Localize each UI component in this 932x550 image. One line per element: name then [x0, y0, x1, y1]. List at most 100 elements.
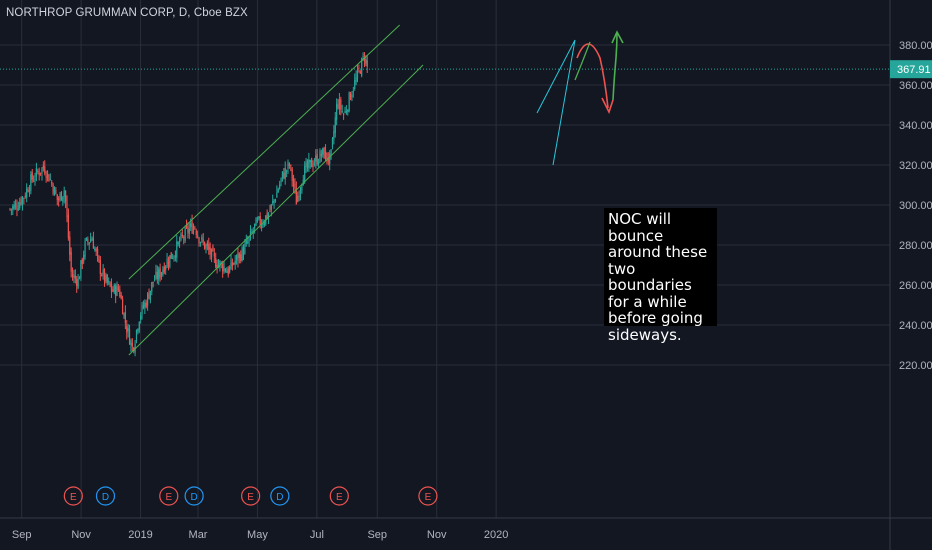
candle-body — [119, 289, 121, 297]
candle-body — [247, 241, 249, 243]
candle-body — [27, 190, 29, 192]
candle-body — [178, 240, 181, 243]
candle-body — [166, 258, 168, 268]
candle-body — [222, 263, 224, 272]
green-wedge-stroke — [574, 41, 591, 81]
candle-body — [96, 248, 99, 256]
candle-body — [212, 246, 214, 252]
candle-body — [66, 201, 68, 218]
candle-body — [317, 162, 320, 164]
candle-body — [83, 254, 85, 262]
x-tick-label: Nov — [427, 529, 447, 541]
candle-body — [323, 147, 325, 159]
candle-body — [128, 329, 131, 345]
candle-body — [158, 269, 160, 280]
candle-body — [80, 260, 82, 279]
candle-body — [219, 260, 221, 266]
candle-body — [156, 271, 158, 279]
candle-body — [287, 162, 289, 169]
candle-body — [259, 216, 261, 226]
candle-body — [192, 225, 195, 234]
candle-body — [90, 239, 92, 243]
candle-body — [59, 193, 61, 200]
candle-body — [344, 110, 346, 113]
candle-body — [12, 206, 14, 210]
candle-body — [91, 239, 93, 241]
candle-body — [208, 244, 210, 250]
candle-body — [65, 190, 67, 202]
candle-body — [141, 304, 143, 315]
candle-body — [56, 194, 58, 200]
candle-body — [309, 159, 311, 163]
candle-body — [359, 71, 361, 74]
candle-body — [147, 293, 149, 306]
candle-body — [77, 278, 79, 289]
candle-body — [60, 191, 63, 201]
candle-body — [87, 239, 89, 242]
event-label: E — [336, 492, 343, 503]
candle-body — [172, 258, 174, 260]
candle-body — [48, 174, 50, 182]
candle-body — [201, 237, 203, 240]
candle-body — [167, 261, 170, 265]
candle-body — [215, 258, 217, 268]
candle-body — [249, 230, 252, 238]
candle-body — [288, 163, 290, 166]
candle-body — [17, 208, 19, 210]
candle-body — [24, 195, 26, 198]
candle-body — [281, 171, 284, 178]
x-tick-label: Sep — [12, 529, 32, 541]
candle-body — [137, 329, 139, 333]
candle-body — [177, 242, 179, 245]
candle-body — [348, 92, 350, 112]
candle-body — [124, 312, 126, 323]
candle-body — [304, 165, 306, 183]
candle-body — [248, 237, 250, 242]
candle-body — [327, 157, 329, 162]
candle-body — [213, 252, 215, 257]
event-marker-e — [159, 486, 179, 506]
candle-body — [31, 172, 33, 180]
candle-body — [10, 208, 12, 210]
candle-body — [181, 234, 183, 236]
candle-body — [55, 189, 57, 194]
candle-body — [190, 223, 192, 227]
candle-body — [347, 110, 349, 112]
candle-body — [117, 287, 120, 290]
candle-body — [169, 255, 171, 268]
red-arc-arrow — [576, 43, 609, 109]
candle-body — [151, 282, 153, 292]
channel-lower-line — [128, 64, 424, 356]
candle-body — [237, 252, 239, 261]
candle-body — [361, 58, 363, 76]
candle-body — [362, 55, 364, 58]
candle-body — [320, 153, 322, 157]
candle-body — [273, 199, 275, 203]
candle-body — [140, 315, 142, 321]
candle-body — [355, 77, 357, 82]
last-price-badge — [890, 60, 932, 79]
candle-body — [183, 237, 185, 239]
candle-body — [286, 170, 288, 172]
candle-body — [226, 271, 228, 273]
candle-body — [144, 302, 146, 308]
candle-body — [312, 165, 314, 167]
candle-body — [202, 239, 204, 242]
candle-body — [38, 172, 40, 176]
x-tick-label: Mar — [189, 529, 208, 541]
candle-body — [73, 275, 75, 278]
candle-body — [267, 214, 270, 218]
candle-body — [46, 171, 49, 176]
annotation-note[interactable]: NOC will bounce around these two boundar… — [604, 208, 717, 343]
candle-body — [105, 275, 107, 282]
candle-body — [188, 228, 190, 234]
candle-body — [235, 255, 238, 260]
candle-body — [269, 211, 271, 213]
candle-body — [365, 58, 367, 64]
candle-body — [121, 298, 124, 315]
candle-body — [305, 162, 307, 167]
x-tick-label: 2019 — [128, 529, 152, 541]
candle-body — [198, 237, 200, 243]
candle-body — [162, 269, 164, 276]
